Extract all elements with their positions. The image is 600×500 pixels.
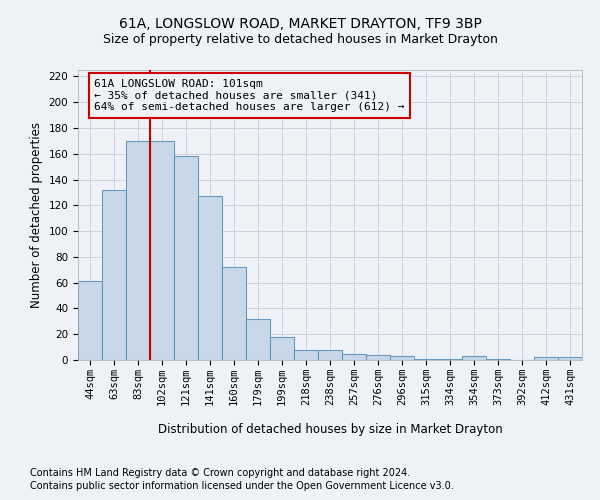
Text: Size of property relative to detached houses in Market Drayton: Size of property relative to detached ho…	[103, 32, 497, 46]
Bar	[78, 282, 102, 360]
Bar	[366, 355, 390, 360]
Bar	[198, 196, 222, 360]
Bar	[558, 358, 582, 360]
Text: Contains public sector information licensed under the Open Government Licence v3: Contains public sector information licen…	[30, 481, 454, 491]
Bar	[534, 358, 558, 360]
Text: Distribution of detached houses by size in Market Drayton: Distribution of detached houses by size …	[158, 422, 502, 436]
Y-axis label: Number of detached properties: Number of detached properties	[30, 122, 43, 308]
Text: Contains HM Land Registry data © Crown copyright and database right 2024.: Contains HM Land Registry data © Crown c…	[30, 468, 410, 477]
Text: 61A, LONGSLOW ROAD, MARKET DRAYTON, TF9 3BP: 61A, LONGSLOW ROAD, MARKET DRAYTON, TF9 …	[119, 18, 481, 32]
Bar	[414, 358, 438, 360]
Bar	[126, 141, 150, 360]
Bar	[222, 267, 246, 360]
Bar	[438, 358, 462, 360]
Bar	[462, 356, 486, 360]
Bar	[102, 190, 126, 360]
Bar	[270, 337, 294, 360]
Text: 61A LONGSLOW ROAD: 101sqm
← 35% of detached houses are smaller (341)
64% of semi: 61A LONGSLOW ROAD: 101sqm ← 35% of detac…	[94, 79, 405, 112]
Bar	[486, 358, 510, 360]
Bar	[318, 350, 342, 360]
Bar	[342, 354, 366, 360]
Bar	[390, 356, 414, 360]
Bar	[294, 350, 318, 360]
Bar	[150, 141, 174, 360]
Bar	[174, 156, 198, 360]
Bar	[246, 319, 270, 360]
